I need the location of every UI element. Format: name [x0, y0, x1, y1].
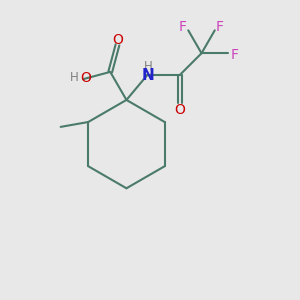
- Text: N: N: [142, 68, 154, 83]
- Text: H: H: [69, 71, 78, 85]
- Text: F: F: [230, 48, 238, 62]
- Text: F: F: [179, 20, 187, 34]
- Text: F: F: [216, 20, 224, 34]
- Text: O: O: [112, 33, 123, 46]
- Text: O: O: [174, 103, 185, 117]
- Text: H: H: [143, 60, 152, 74]
- Text: O: O: [81, 71, 92, 85]
